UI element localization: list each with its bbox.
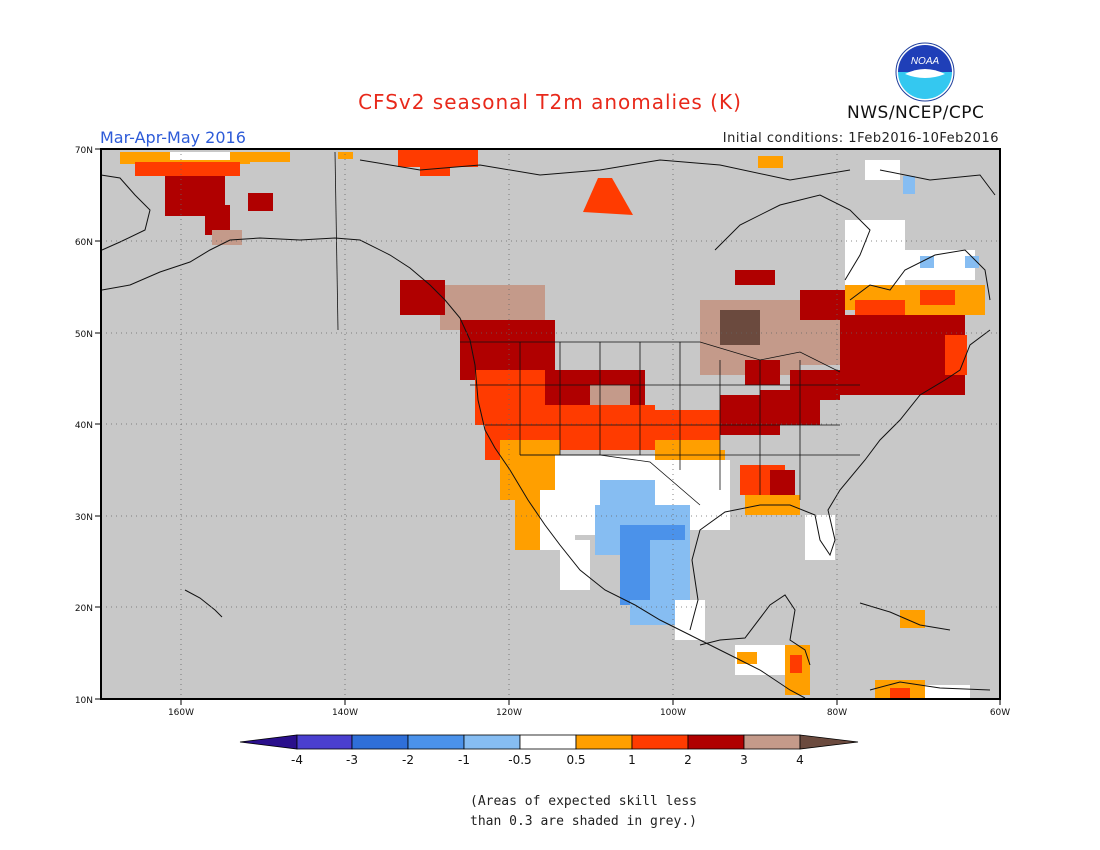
- colorbar-swatch-9: [743, 734, 801, 750]
- lon-label-160w: 160W: [168, 708, 194, 718]
- lat-label-70n: 70N: [75, 146, 93, 156]
- colorbar-label: 2: [684, 753, 692, 767]
- colorbar-label: -3: [346, 753, 358, 767]
- coastlines: [100, 159, 996, 699]
- forecast-period: Mar-Apr-May 2016: [100, 128, 246, 147]
- noaa-logo-icon: NOAA: [895, 42, 955, 102]
- lat-label-30n: 30N: [75, 513, 93, 523]
- colorbar-label: 0.5: [566, 753, 585, 767]
- lon-label-60w: 60W: [990, 708, 1010, 718]
- colorbar-swatch-2: [351, 734, 409, 750]
- skill-note-line-1: (Areas of expected skill less: [470, 794, 697, 809]
- lat-label-40n: 40N: [75, 421, 93, 431]
- colorbar: [239, 734, 859, 750]
- lon-label-100w: 100W: [660, 708, 686, 718]
- lat-label-50n: 50N: [75, 330, 93, 340]
- lon-label-80w: 80W: [827, 708, 847, 718]
- agency-label: NWS/NCEP/CPC: [847, 103, 985, 123]
- colorbar-swatch-4: [463, 734, 521, 750]
- lon-label-120w: 120W: [496, 708, 522, 718]
- graticule: [101, 149, 1000, 699]
- colorbar-swatch-7: [631, 734, 689, 750]
- colorbar-swatch-5: [519, 734, 577, 750]
- colorbar-label: 1: [628, 753, 636, 767]
- lat-label-10n: 10N: [75, 696, 93, 706]
- colorbar-label: -4: [291, 753, 303, 767]
- colorbar-label: -0.5: [508, 753, 531, 767]
- chart-title: CFSv2 seasonal T2m anomalies (K): [358, 90, 742, 114]
- colorbar-swatch-lower-arrow: [239, 734, 298, 750]
- initial-conditions: Initial conditions: 1Feb2016-10Feb2016: [722, 131, 999, 146]
- logo-text: NOAA: [911, 56, 940, 67]
- colorbar-label: -1: [458, 753, 470, 767]
- colorbar-swatch-6: [575, 734, 633, 750]
- lat-label-20n: 20N: [75, 604, 93, 614]
- colorbar-swatch-8: [687, 734, 745, 750]
- skill-note: (Areas of expected skill less than 0.3 a…: [470, 792, 730, 832]
- colorbar-swatch-3: [407, 734, 465, 750]
- colorbar-swatch-upper-arrow: [799, 734, 859, 750]
- lat-label-60n: 60N: [75, 238, 93, 248]
- axis-ticks: [95, 148, 1001, 705]
- colorbar-label: -2: [402, 753, 414, 767]
- colorbar-label: 4: [796, 753, 804, 767]
- lon-label-140w: 140W: [332, 708, 358, 718]
- colorbar-swatch-1: [296, 734, 353, 750]
- colorbar-label: 3: [740, 753, 748, 767]
- skill-note-line-2: than 0.3 are shaded in grey.): [470, 814, 697, 829]
